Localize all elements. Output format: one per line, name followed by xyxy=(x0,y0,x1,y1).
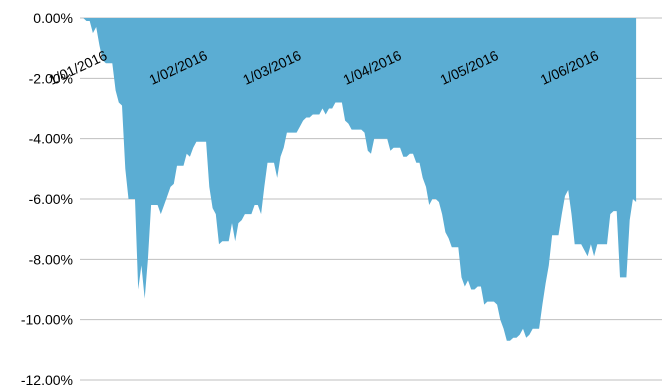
y-tick-label: -12.00% xyxy=(21,372,73,385)
y-tick-label: -2.00% xyxy=(29,70,73,86)
drawdown-area xyxy=(80,18,637,341)
drawdown-series xyxy=(80,18,637,341)
y-tick-label: -4.00% xyxy=(29,131,73,147)
x-tick-label: 1/01/2016 xyxy=(46,47,109,88)
y-tick-label: -6.00% xyxy=(29,191,73,207)
y-tick-label: -8.00% xyxy=(29,251,73,267)
y-axis-tick-labels: 0.00% -2.00% -4.00% -6.00% -8.00% -10.00% -12.… xyxy=(21,10,73,385)
y-tick-label: -10.00% xyxy=(21,312,73,328)
y-tick-label: 0.00% xyxy=(33,10,73,26)
